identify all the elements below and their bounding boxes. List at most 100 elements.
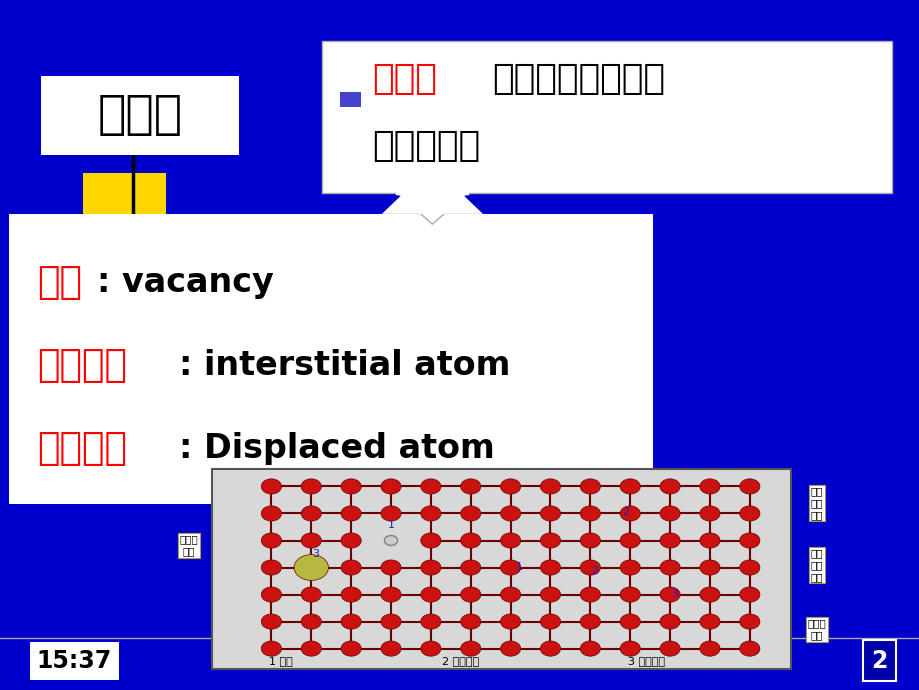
Circle shape <box>580 506 600 521</box>
Circle shape <box>659 560 679 575</box>
Circle shape <box>500 506 520 521</box>
Text: 的种类及对材料性: 的种类及对材料性 <box>492 62 664 97</box>
Bar <box>46 217 124 276</box>
Circle shape <box>739 506 759 521</box>
Circle shape <box>619 641 640 656</box>
Circle shape <box>261 614 281 629</box>
Text: 大置换
原子: 大置换 原子 <box>179 535 198 556</box>
Text: 小结：: 小结： <box>97 93 182 139</box>
Circle shape <box>500 614 520 629</box>
Circle shape <box>420 479 440 494</box>
Circle shape <box>380 506 401 521</box>
Text: 间隙原子: 间隙原子 <box>37 348 127 384</box>
Circle shape <box>341 479 361 494</box>
Circle shape <box>420 641 440 656</box>
Circle shape <box>301 614 321 629</box>
Circle shape <box>619 506 640 521</box>
Circle shape <box>619 560 640 575</box>
Circle shape <box>500 587 520 602</box>
Circle shape <box>659 641 679 656</box>
Circle shape <box>580 479 600 494</box>
Circle shape <box>699 506 720 521</box>
Text: 2: 2 <box>870 649 887 673</box>
Text: 3: 3 <box>671 589 677 599</box>
Circle shape <box>380 560 401 575</box>
FancyBboxPatch shape <box>211 469 790 669</box>
Circle shape <box>301 533 321 548</box>
Circle shape <box>261 587 281 602</box>
Circle shape <box>580 533 600 548</box>
Bar <box>340 92 360 107</box>
Circle shape <box>460 506 481 521</box>
Circle shape <box>739 479 759 494</box>
Text: 3: 3 <box>312 549 319 559</box>
Text: 15:37: 15:37 <box>37 649 112 673</box>
Circle shape <box>420 533 440 548</box>
Circle shape <box>460 479 481 494</box>
Text: 1: 1 <box>516 562 523 572</box>
Circle shape <box>539 560 560 575</box>
Circle shape <box>739 560 759 575</box>
Circle shape <box>659 587 679 602</box>
Circle shape <box>739 533 759 548</box>
Circle shape <box>380 587 401 602</box>
Circle shape <box>380 479 401 494</box>
Circle shape <box>619 533 640 548</box>
FancyBboxPatch shape <box>41 76 239 155</box>
Circle shape <box>739 614 759 629</box>
Circle shape <box>384 535 397 545</box>
Text: 3 置换原子: 3 置换原子 <box>627 656 664 666</box>
Bar <box>96 224 175 279</box>
Circle shape <box>659 479 679 494</box>
Circle shape <box>699 587 720 602</box>
Circle shape <box>699 533 720 548</box>
Circle shape <box>460 641 481 656</box>
Text: 小置换
原子: 小置换 原子 <box>807 618 825 640</box>
Circle shape <box>261 479 281 494</box>
Circle shape <box>341 506 361 521</box>
Text: 2: 2 <box>621 507 629 517</box>
Text: 1 空位: 1 空位 <box>269 656 293 666</box>
Circle shape <box>380 614 401 629</box>
Circle shape <box>460 533 481 548</box>
Circle shape <box>619 587 640 602</box>
Circle shape <box>420 587 440 602</box>
Polygon shape <box>397 193 467 224</box>
Circle shape <box>619 479 640 494</box>
Circle shape <box>380 641 401 656</box>
Circle shape <box>739 641 759 656</box>
Circle shape <box>341 614 361 629</box>
Circle shape <box>659 533 679 548</box>
Text: 2 间隙原子: 2 间隙原子 <box>442 656 479 666</box>
Polygon shape <box>381 188 482 214</box>
Text: 能的影响。: 能的影响。 <box>372 129 481 164</box>
Circle shape <box>420 614 440 629</box>
Circle shape <box>420 560 440 575</box>
Circle shape <box>580 614 600 629</box>
Circle shape <box>539 506 560 521</box>
Circle shape <box>341 560 361 575</box>
Circle shape <box>659 614 679 629</box>
Circle shape <box>341 641 361 656</box>
Circle shape <box>460 560 481 575</box>
Text: : Displaced atom: : Displaced atom <box>179 432 494 465</box>
Circle shape <box>460 587 481 602</box>
Circle shape <box>341 587 361 602</box>
Circle shape <box>500 479 520 494</box>
Text: 异类
间隙
原子: 异类 间隙 原子 <box>810 549 823 582</box>
Circle shape <box>500 560 520 575</box>
Circle shape <box>261 533 281 548</box>
Circle shape <box>301 479 321 494</box>
Circle shape <box>699 641 720 656</box>
Circle shape <box>261 560 281 575</box>
Text: 置换原子: 置换原子 <box>37 431 127 466</box>
Circle shape <box>699 479 720 494</box>
Circle shape <box>619 614 640 629</box>
Circle shape <box>261 506 281 521</box>
Circle shape <box>301 587 321 602</box>
Circle shape <box>699 614 720 629</box>
Text: 点缺降: 点缺降 <box>372 62 437 97</box>
FancyBboxPatch shape <box>9 214 652 504</box>
Circle shape <box>659 506 679 521</box>
Circle shape <box>739 587 759 602</box>
